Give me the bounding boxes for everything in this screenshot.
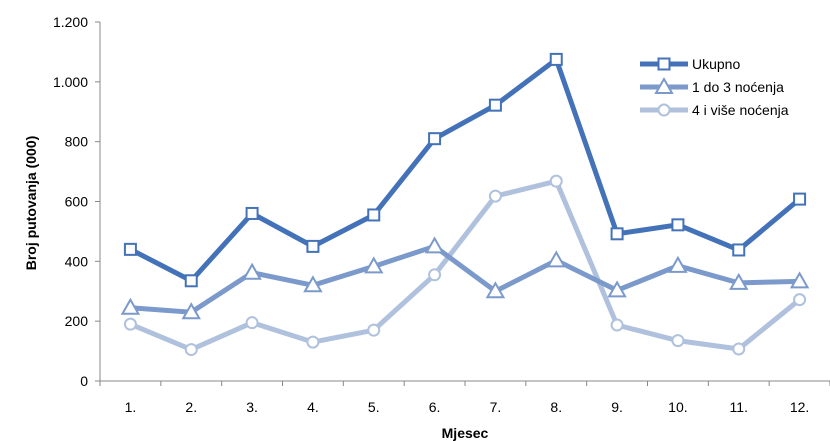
data-point xyxy=(123,242,137,256)
series-3 xyxy=(123,174,807,357)
legend-label: 1 do 3 noćenja xyxy=(692,79,784,95)
data-point xyxy=(303,275,323,293)
x-tick-label: 8. xyxy=(550,399,562,415)
data-point xyxy=(245,316,259,330)
y-axis: 0 200 400 600 800 1.000 1.200 xyxy=(53,14,101,389)
data-point xyxy=(428,268,442,282)
data-point xyxy=(485,281,506,299)
x-tick-label: 7. xyxy=(490,399,502,415)
legend-item: 1 do 3 noćenja xyxy=(640,76,784,95)
data-point xyxy=(732,243,746,257)
x-axis-title: Mjesec xyxy=(442,425,489,441)
data-point xyxy=(181,302,201,320)
y-axis-title: Broj putovanja (000) xyxy=(23,136,39,271)
x-tick-label: 11. xyxy=(730,399,748,415)
y-tick-label: 600 xyxy=(65,194,89,210)
y-tick-label: 0 xyxy=(80,373,88,389)
x-tick-label: 1. xyxy=(125,399,137,415)
data-point xyxy=(546,250,566,268)
data-point xyxy=(488,98,502,112)
legend-marker xyxy=(657,103,671,117)
data-point xyxy=(367,323,381,337)
data-point xyxy=(549,52,563,66)
x-tick-label: 10. xyxy=(668,399,687,415)
series-1 xyxy=(123,52,807,288)
data-point xyxy=(732,342,746,356)
data-point xyxy=(793,192,807,206)
data-point xyxy=(729,272,749,290)
legend-marker xyxy=(654,76,674,94)
data-point xyxy=(242,262,262,280)
y-tick-label: 1.000 xyxy=(53,74,88,90)
x-tick-label: 9. xyxy=(611,399,623,415)
series-line xyxy=(129,55,802,284)
data-point xyxy=(789,271,810,289)
data-point xyxy=(367,208,381,222)
series-layer xyxy=(120,52,810,357)
data-point xyxy=(306,335,320,349)
y-tick-label: 1.200 xyxy=(53,14,88,30)
data-point xyxy=(610,318,624,332)
data-point xyxy=(184,343,198,357)
x-axis: 1. 2. 3. 4. 5. 6. 7. 8. 9. 10. 11. 12. xyxy=(99,380,830,415)
data-point xyxy=(245,206,259,220)
x-tick-label: 12. xyxy=(790,399,809,415)
data-point xyxy=(364,256,384,274)
data-point xyxy=(671,334,685,348)
x-tick-label: 6. xyxy=(429,399,441,415)
series-line xyxy=(129,178,802,353)
y-tick-label: 200 xyxy=(65,313,89,329)
legend-label: 4 i više noćenja xyxy=(692,102,789,118)
legend-item: Ukupno xyxy=(640,56,740,72)
legend: Ukupno 1 do 3 noćenja 4 i više noćenja xyxy=(640,56,789,118)
data-point xyxy=(668,255,688,273)
data-point xyxy=(610,227,624,241)
x-tick-label: 4. xyxy=(307,399,319,415)
data-point xyxy=(428,132,442,146)
data-point xyxy=(424,236,445,254)
legend-marker xyxy=(657,57,671,71)
x-tick-label: 3. xyxy=(246,399,258,415)
series-line xyxy=(130,243,800,315)
x-tick-label: 5. xyxy=(368,399,380,415)
series-2 xyxy=(120,236,810,320)
data-point xyxy=(793,293,807,307)
data-point xyxy=(549,174,563,188)
data-point xyxy=(306,239,320,253)
data-point xyxy=(607,280,627,298)
data-point xyxy=(671,218,685,232)
y-tick-label: 800 xyxy=(65,134,89,150)
legend-label: Ukupno xyxy=(692,56,740,72)
data-point xyxy=(120,297,141,315)
data-point xyxy=(184,274,198,288)
data-point xyxy=(488,189,502,203)
x-tick-label: 2. xyxy=(185,399,197,415)
data-point xyxy=(123,317,137,331)
legend-item: 4 i više noćenja xyxy=(640,102,789,118)
y-tick-label: 400 xyxy=(65,253,89,269)
